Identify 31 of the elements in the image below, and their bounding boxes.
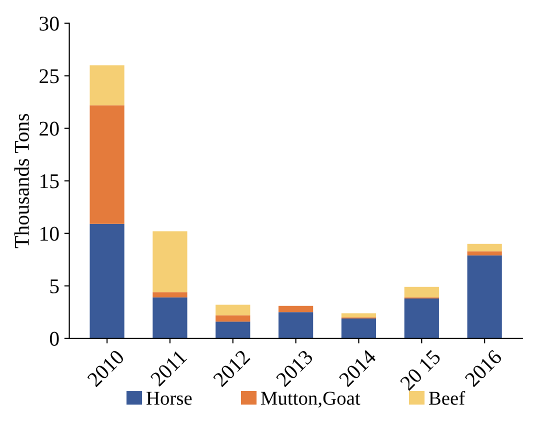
y-tick-label: 30 bbox=[40, 16, 59, 31]
y-tick-label: 0 bbox=[50, 332, 59, 346]
bar bbox=[404, 298, 439, 338]
bar bbox=[216, 315, 250, 322]
bar bbox=[467, 255, 502, 338]
bar bbox=[90, 65, 124, 106]
bar bbox=[341, 313, 376, 318]
bar bbox=[341, 318, 376, 338]
bar bbox=[152, 297, 188, 338]
legend-label: Beef bbox=[428, 390, 466, 405]
bar bbox=[152, 292, 188, 298]
bar bbox=[467, 251, 502, 256]
bar bbox=[152, 231, 188, 292]
bar bbox=[216, 322, 250, 338]
bar bbox=[90, 224, 124, 338]
bar bbox=[404, 286, 439, 298]
y-tick-label: 5 bbox=[50, 279, 59, 294]
x-tick-label: 20 15 bbox=[399, 349, 442, 391]
y-tick-label: 25 bbox=[40, 69, 59, 84]
y-tick-label: 10 bbox=[40, 226, 59, 241]
bar bbox=[216, 304, 250, 316]
x-tick-label: 2011 bbox=[150, 349, 188, 387]
y-axis-title: Thousands Tons bbox=[14, 114, 29, 248]
bar bbox=[278, 312, 314, 338]
bar bbox=[467, 244, 502, 252]
y-tick-label: 15 bbox=[40, 174, 59, 188]
bar bbox=[90, 105, 124, 224]
y-tick-label: 20 bbox=[40, 122, 59, 136]
legend-label: Mutton,Goat bbox=[261, 392, 360, 408]
legend-label: Horse bbox=[146, 392, 192, 405]
bar bbox=[278, 306, 314, 312]
